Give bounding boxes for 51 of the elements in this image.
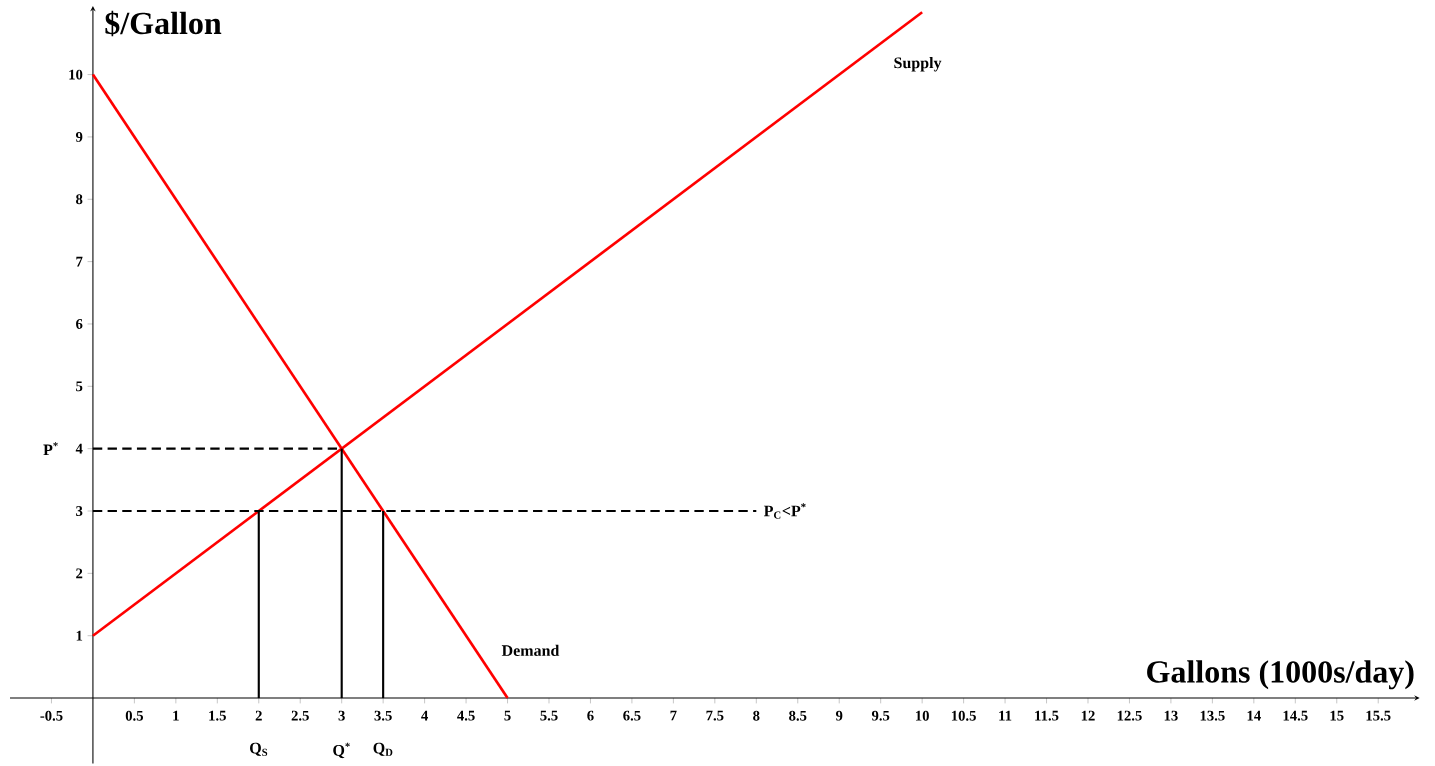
x-tick-label: 15	[1330, 711, 1344, 721]
y-tick-label: 2	[76, 568, 83, 579]
x-tick-label: 12.5	[1117, 711, 1142, 721]
x-axis-title: Gallons (1000s/day)	[1147, 660, 1414, 690]
x-tick-label: 6	[587, 711, 594, 721]
x-tick-label: 14	[1247, 711, 1261, 721]
annotation: P$^{*}$	[43, 442, 58, 456]
x-tick-label: 5.5	[540, 711, 558, 721]
x-tick-label: 5	[504, 711, 511, 721]
y-tick-label: 9	[75, 132, 83, 143]
x-tick-label: -0.5	[40, 711, 63, 721]
series-label: Supply	[894, 57, 942, 72]
x-tick-label: 3.5	[374, 711, 392, 721]
y-tick-label: 8	[76, 194, 83, 205]
x-tick-label: 15.5	[1366, 711, 1391, 721]
x-tick-label: 8.5	[789, 711, 807, 721]
x-tick-label: 9	[835, 711, 843, 721]
annotation: Q$_{D}$	[373, 743, 393, 757]
x-tick-label: 12	[1081, 711, 1095, 721]
y-tick-label: 1	[76, 631, 83, 641]
y-tick-label: 10	[69, 69, 83, 80]
x-tick-label: 6.5	[623, 711, 641, 721]
x-tick-label: 10	[915, 711, 929, 721]
y-tick-label: 6	[76, 319, 83, 330]
annotation: Q$_{S}$	[250, 743, 268, 757]
series-label: Demand	[501, 644, 560, 657]
y-axis-title: $/Gallon	[105, 10, 222, 37]
x-tick-label: 10.5	[951, 711, 976, 721]
x-tick-label: 7.5	[706, 711, 724, 721]
annotation: Q$^{*}$	[333, 743, 350, 759]
x-tick-label: 7	[670, 711, 677, 721]
y-tick-label: 5	[76, 381, 83, 392]
x-tick-label: 1	[173, 711, 179, 721]
x-tick-label: 13.5	[1200, 711, 1225, 721]
x-tick-label: 0.5	[125, 711, 144, 721]
x-tick-label: 14.5	[1283, 711, 1308, 721]
x-tick-label: 8	[753, 711, 760, 721]
x-tick-label: 2	[255, 711, 262, 721]
x-tick-label: 4.5	[457, 711, 475, 721]
y-tick-label: 4	[75, 444, 83, 454]
annotation: P$_{C}$<P$^{*}$	[763, 503, 806, 519]
x-tick-label: 4	[421, 711, 428, 721]
x-tick-label: 1.5	[209, 711, 226, 721]
x-tick-label: 13	[1164, 711, 1178, 721]
x-tick-label: 9.5	[871, 711, 890, 721]
y-tick-label: 7	[76, 257, 83, 267]
x-tick-label: 11.5	[1035, 711, 1059, 721]
x-tick-label: 2.5	[291, 711, 309, 721]
y-tick-label: 3	[76, 506, 83, 517]
x-tick-label: 11	[999, 711, 1012, 721]
x-tick-label: 3	[338, 711, 345, 721]
